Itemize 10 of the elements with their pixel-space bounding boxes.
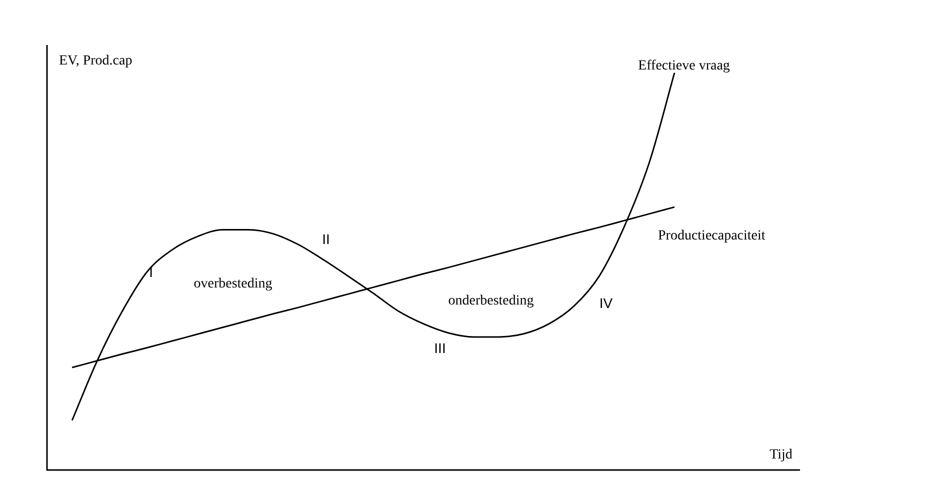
series-label: Productiecapaciteit <box>658 228 766 244</box>
x-axis-title: Tijd <box>770 448 792 463</box>
y-axis-title: EV, Prod.cap <box>59 54 132 69</box>
annotation: III <box>434 340 446 356</box>
annotation: overbesteding <box>194 276 272 292</box>
annotation: II <box>322 230 330 247</box>
series-label: Effectieve vraag <box>638 58 730 74</box>
annotation: onderbesteding <box>448 294 534 309</box>
annotation: IV <box>599 294 614 311</box>
annotation: I <box>149 264 153 280</box>
